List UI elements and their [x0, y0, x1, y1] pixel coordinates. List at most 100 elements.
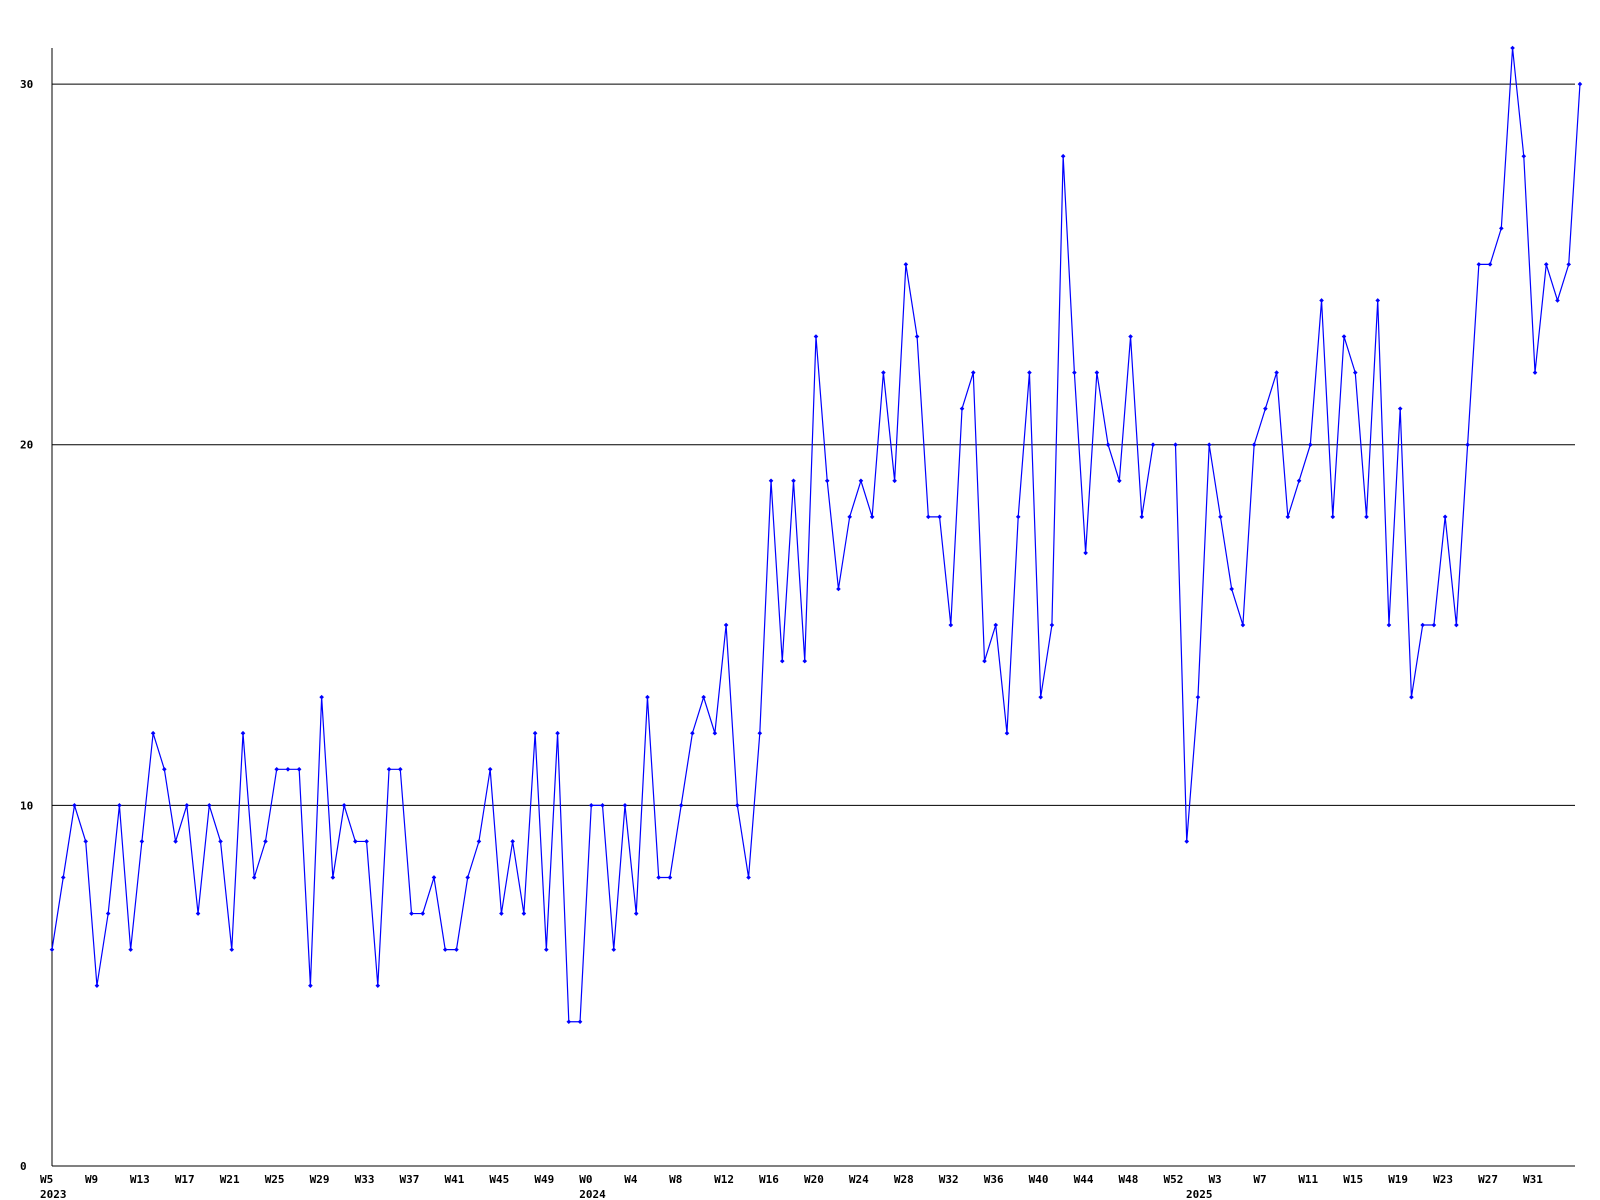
- data-point: [330, 875, 336, 880]
- axes: [51, 48, 1575, 1167]
- data-point: [645, 694, 650, 700]
- data-point: [1015, 514, 1021, 520]
- data-point: [678, 803, 684, 808]
- data-point: [195, 911, 201, 916]
- data-point: [442, 947, 448, 952]
- data-point: [1229, 586, 1234, 592]
- x-tick-label: W37: [400, 1173, 420, 1186]
- data-point: [735, 803, 740, 808]
- x-tick-label: W25: [265, 1173, 285, 1186]
- data-point: [937, 514, 942, 520]
- data-point: [746, 875, 751, 880]
- x-tick-label: W45: [489, 1173, 509, 1186]
- data-point: [869, 514, 875, 520]
- x-tick-label: W20: [804, 1173, 824, 1186]
- data-point: [274, 766, 279, 772]
- data-point: [364, 839, 369, 844]
- x-tick-label: W31: [1523, 1173, 1543, 1186]
- x-tick-label: W7: [1253, 1173, 1266, 1186]
- data-point: [308, 983, 313, 988]
- x-tick-label: W19: [1388, 1173, 1408, 1186]
- x-tick-label: W49: [534, 1173, 554, 1186]
- x-tick-label: W44: [1074, 1173, 1094, 1186]
- data-point: [1150, 442, 1156, 448]
- x-tick-label: W8: [669, 1173, 682, 1186]
- data-point: [1409, 694, 1414, 700]
- x-tick-label: W13: [130, 1173, 150, 1186]
- data-point: [1240, 622, 1246, 628]
- data-point: [723, 622, 729, 628]
- y-tick-label: 0: [20, 1160, 27, 1173]
- data-point: [948, 622, 954, 628]
- x-tick-label: W28: [894, 1173, 914, 1186]
- data-point: [1128, 334, 1133, 339]
- data-point: [970, 370, 976, 375]
- data-point: [206, 803, 212, 808]
- data-point: [1004, 730, 1010, 736]
- data-point: [454, 947, 459, 952]
- data-point: [566, 1019, 572, 1025]
- data-point: [83, 839, 89, 844]
- data-point: [218, 839, 223, 844]
- data-point: [487, 766, 493, 772]
- data-point: [184, 803, 190, 808]
- data-point: [397, 766, 403, 772]
- data-point: [656, 875, 661, 880]
- data-point: [1420, 622, 1425, 628]
- data-point: [1072, 370, 1077, 375]
- x-tick-label: W21: [220, 1173, 240, 1186]
- data-point: [1308, 442, 1313, 448]
- data-point: [824, 478, 830, 484]
- data-point: [1442, 514, 1448, 520]
- data-point: [296, 766, 302, 772]
- data-point: [72, 803, 77, 808]
- data-point: [1285, 514, 1291, 520]
- x-tick-label: W11: [1298, 1173, 1318, 1186]
- data-point: [914, 334, 920, 339]
- data-point: [353, 839, 358, 844]
- data-point: [1375, 298, 1381, 303]
- data-point: [993, 622, 999, 628]
- data-point: [409, 911, 414, 916]
- x-tick-label: W12: [714, 1173, 734, 1186]
- year-label: 2025: [1186, 1188, 1213, 1200]
- data-point: [1352, 370, 1358, 375]
- y-tick-labels: 0 10 20 30: [20, 78, 33, 1173]
- x-tick-label: W48: [1119, 1173, 1139, 1186]
- data-point: [1117, 478, 1122, 484]
- x-tick-label: W40: [1029, 1173, 1049, 1186]
- x-tick-label: W27: [1478, 1173, 1498, 1186]
- x-tick-label: W16: [759, 1173, 779, 1186]
- gridlines: [52, 83, 1575, 806]
- x-tick-label: W32: [939, 1173, 959, 1186]
- data-point: [791, 478, 796, 484]
- data-point: [622, 803, 628, 808]
- data-point: [1465, 442, 1470, 448]
- data-point: [1364, 514, 1369, 520]
- data-point: [420, 911, 426, 916]
- data-point: [892, 478, 897, 484]
- data-point: [1555, 298, 1560, 303]
- data-point: [544, 947, 549, 952]
- year-label: 2024: [579, 1188, 606, 1200]
- data-point: [465, 875, 470, 880]
- data-point: [1499, 226, 1504, 231]
- data-point: [499, 911, 504, 916]
- data-point: [1397, 406, 1403, 411]
- data-point: [251, 875, 257, 880]
- data-point: [375, 983, 381, 988]
- x-tick-label: W24: [849, 1173, 869, 1186]
- data-point: [1454, 622, 1459, 628]
- data-point: [712, 730, 718, 736]
- data-point: [1049, 622, 1055, 628]
- data-point: [959, 406, 965, 411]
- data-point: [49, 947, 55, 952]
- x-tick-label: W4: [624, 1173, 638, 1186]
- data-point: [1094, 370, 1100, 375]
- data-point: [1060, 153, 1066, 159]
- data-point: [386, 766, 392, 772]
- data-point: [510, 839, 515, 844]
- x-tick-label: W52: [1164, 1173, 1184, 1186]
